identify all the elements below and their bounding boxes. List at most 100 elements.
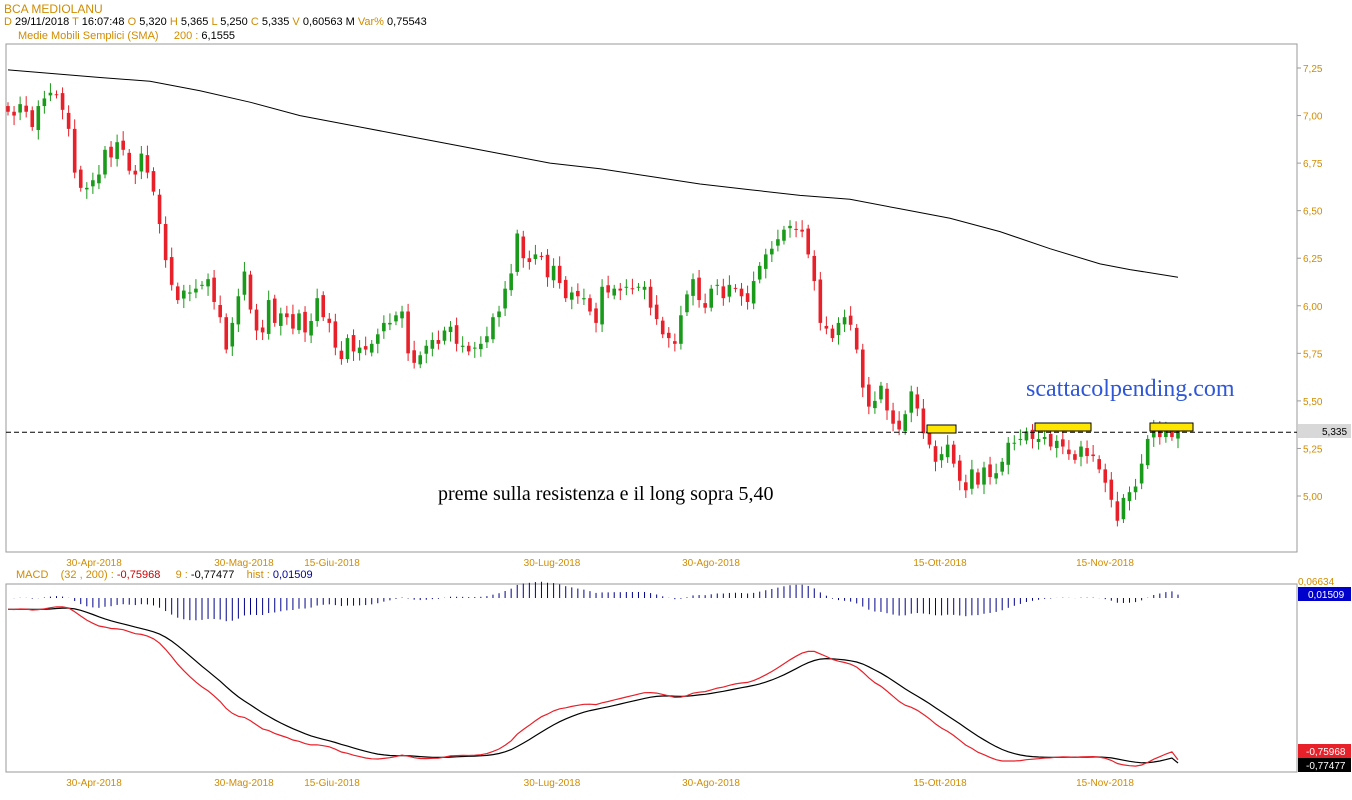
candle-body (327, 318, 332, 323)
candle-body (24, 105, 28, 112)
candle-body (448, 326, 453, 333)
candle-body (418, 355, 423, 365)
candle-body (873, 400, 877, 409)
candle-body (206, 279, 210, 287)
candle-body (218, 305, 222, 318)
candle-body (582, 298, 586, 300)
date-tick-label: 30-Apr-2018 (66, 778, 122, 789)
time-label: T (72, 16, 79, 28)
candle-body (1079, 446, 1083, 457)
watermark-text: scattacolpending.com (1026, 376, 1235, 402)
macd-value-label: -0,75968 (1306, 747, 1346, 758)
candle-body (339, 350, 344, 360)
candle-body (842, 317, 847, 325)
candle-body (503, 288, 507, 309)
candle-body (485, 336, 489, 343)
sma-value: 6,1555 (201, 30, 236, 42)
candle-body (194, 288, 198, 293)
ohlc-line: D 29/11/2018 T 16:07:48 O 5,320 H 5,365 … (4, 16, 427, 28)
candle-body (375, 334, 380, 344)
candle-body (1012, 442, 1017, 444)
candle-body (291, 314, 295, 329)
candle-body (436, 340, 441, 344)
candle-body (1067, 449, 1071, 455)
candle-body (430, 340, 435, 349)
resistance-box (1034, 422, 1092, 432)
date-tick-label: 15-Giu-2018 (304, 558, 360, 569)
candle-body (539, 255, 544, 257)
candle-body (757, 265, 762, 280)
candle-body (594, 308, 598, 323)
candle-body (109, 146, 113, 158)
signal-label: 9 : (175, 569, 188, 581)
candle-body (697, 277, 701, 301)
date-tick-label: 30-Ago-2018 (682, 558, 740, 569)
candle-body (1030, 429, 1035, 439)
candle-body (175, 286, 180, 301)
hist-label: hist : (246, 569, 270, 581)
candle-body (982, 467, 986, 485)
candle-body (551, 265, 556, 281)
date-axis-bottom: 30-Apr-2018 30-Mag-2018 15-Giu-2018 30-Lug-… (66, 778, 1134, 789)
candle-body (1164, 431, 1168, 438)
candle-body (794, 228, 798, 230)
candle-body (770, 248, 774, 255)
candle-body (867, 384, 871, 407)
candle-body (921, 408, 926, 434)
candle-body (642, 286, 647, 290)
candles (6, 83, 1180, 527)
candle-body (42, 98, 47, 107)
candle-body (121, 140, 125, 150)
candle-body (151, 171, 156, 192)
volume-label: V (292, 16, 300, 28)
candle-body (85, 187, 89, 190)
close-label: C (250, 16, 259, 28)
sma-line: Medie Mobili Semplici (SMA) 200 : 6,1555 (18, 30, 235, 42)
candle-body (618, 288, 623, 291)
open-label: O (127, 16, 137, 28)
candle-body (1024, 431, 1029, 441)
candle-body (709, 288, 714, 308)
signal-value-box (1298, 758, 1351, 772)
macd-panel-frame (5, 583, 1298, 773)
candle-body (903, 414, 908, 431)
sma-label: Medie Mobili Semplici (SMA) (18, 30, 159, 42)
candle-body (763, 254, 768, 269)
last-price-label: 5,335 (1322, 427, 1347, 438)
candle-body (1097, 459, 1101, 470)
candle-body (1006, 442, 1011, 465)
candle-body (303, 311, 307, 333)
var-label: Var% (357, 16, 384, 28)
candle-body (1176, 429, 1180, 439)
candle-body (351, 335, 356, 352)
date-tick-label: 30-Lug-2018 (524, 558, 581, 569)
price-tick-label: 7,25 (1303, 64, 1323, 75)
candle-body (527, 258, 532, 263)
candle-body (54, 94, 59, 96)
candle-body (157, 194, 162, 224)
candle-body (242, 271, 247, 295)
candle-body (18, 104, 22, 113)
candle-body (454, 325, 459, 344)
candle-body (48, 92, 53, 96)
candle-body (751, 281, 756, 304)
candle-body (666, 332, 671, 339)
candle-body (1121, 497, 1126, 520)
candle-body (260, 327, 265, 333)
candle-body (660, 320, 665, 335)
candle-body (964, 482, 968, 491)
candle-body (236, 296, 241, 325)
candle-body (442, 330, 447, 341)
time-value: 16:07:48 (81, 16, 125, 28)
date-tick-label: 15-Nov-2018 (1076, 558, 1134, 569)
candle-body (254, 309, 259, 331)
sma-line (7, 69, 1179, 278)
candle-body (66, 112, 71, 129)
candle-body (897, 420, 901, 430)
candle-body (345, 338, 350, 360)
candle-body (715, 284, 720, 286)
candle-body (1133, 486, 1138, 493)
high-value: 5,365 (180, 16, 209, 28)
candle-body (818, 279, 823, 323)
candle-body (636, 286, 641, 288)
